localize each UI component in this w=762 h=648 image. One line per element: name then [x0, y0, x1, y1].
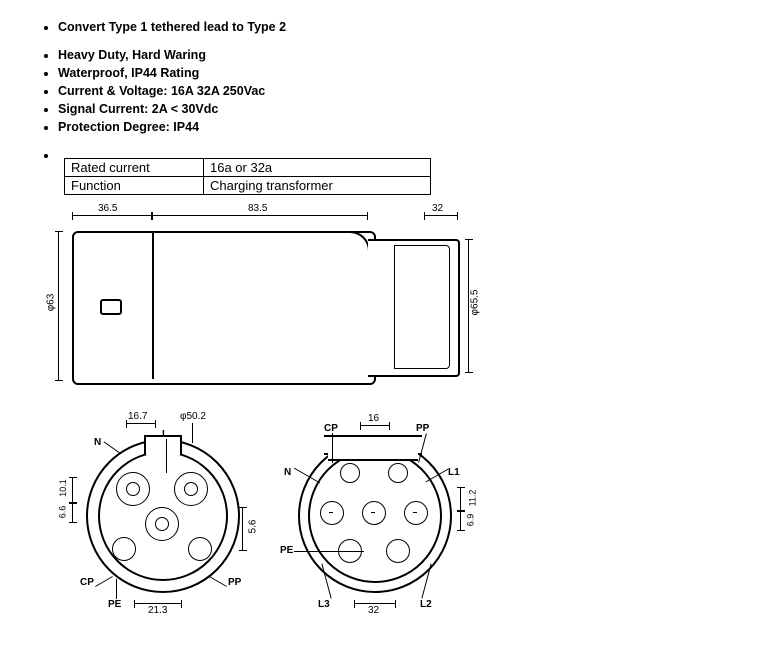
pin-label-cp: CP [324, 423, 338, 434]
pin-l1 [404, 501, 428, 525]
pin-l2 [386, 539, 410, 563]
release-button [100, 299, 122, 315]
bullet-item: Protection Degree: IP44 [58, 120, 752, 134]
spec-table: Rated current 16a or 32a Function Chargi… [64, 158, 431, 195]
dim-label: 10.1 [58, 479, 68, 497]
bullet-list-1: Convert Type 1 tethered lead to Type 2 [30, 20, 752, 34]
pin-label-cp: CP [80, 577, 94, 588]
pin-cp [112, 537, 136, 561]
bullet-item: Convert Type 1 tethered lead to Type 2 [58, 20, 752, 34]
bullet-item: Waterproof, IP44 Rating [58, 66, 752, 80]
pin-label-pp: PP [228, 577, 241, 588]
dim-label: 5.6 [247, 520, 258, 534]
table-cell: Charging transformer [204, 177, 431, 195]
pin-pp [188, 537, 212, 561]
bullet-list-empty [30, 148, 752, 154]
bullet-list-2: Heavy Duty, Hard Waring Waterproof, IP44… [30, 48, 752, 134]
dim-label: 11.2 [467, 490, 477, 507]
table-cell: 16a or 32a [204, 159, 431, 177]
dim-label: 36.5 [98, 203, 117, 214]
dim-label: 6.9 [465, 514, 475, 527]
pin-pp [388, 463, 408, 483]
pin-label-l1: L1 [448, 467, 460, 478]
type1-front-view: 16.7 φ50.2 N L CP PP [64, 417, 264, 617]
pin-label-l2: L2 [420, 599, 432, 610]
dim-label: 16 [368, 413, 379, 424]
table-row: Rated current 16a or 32a [65, 159, 431, 177]
pin-label-pe: PE [108, 599, 121, 610]
bullet-item: Heavy Duty, Hard Waring [58, 48, 752, 62]
connector-seam [152, 233, 154, 379]
front-views: 16.7 φ50.2 N L CP PP [64, 417, 752, 617]
dim-label: 32 [368, 605, 379, 616]
pin-label-l3: L3 [318, 599, 330, 610]
side-view-drawing: 36.5 83.5 32 φ63 φ65.5 [64, 203, 474, 403]
table-row: Function Charging transformer [65, 177, 431, 195]
type2-front-view: 16 CP PP N L1 [276, 417, 476, 617]
connector-nose-inner [394, 245, 450, 369]
bullet-empty [58, 148, 752, 154]
dim-label: 83.5 [248, 203, 267, 214]
pin-pe [362, 501, 386, 525]
dim-label: φ50.2 [180, 411, 206, 422]
bullet-item: Current & Voltage: 16A 32A 250Vac [58, 84, 752, 98]
pin-label-pp: PP [416, 423, 429, 434]
connector-top [152, 231, 370, 265]
dim-label: 21.3 [148, 605, 167, 616]
table-cell: Rated current [65, 159, 204, 177]
pin-label-n: N [94, 437, 101, 448]
pin-n [320, 501, 344, 525]
dim-label: 6.6 [57, 506, 67, 519]
pin-label-n: N [284, 467, 291, 478]
dim-label: 16.7 [128, 411, 147, 422]
dim-label: 32 [432, 203, 443, 214]
bullet-item: Signal Current: 2A < 30Vdc [58, 102, 752, 116]
table-cell: Function [65, 177, 204, 195]
technical-drawings: 36.5 83.5 32 φ63 φ65.5 16 [64, 203, 752, 617]
pin-cp [340, 463, 360, 483]
pin-label-pe: PE [280, 545, 293, 556]
dim-label: φ63 [45, 294, 56, 312]
dim-label: φ65.5 [469, 290, 480, 316]
